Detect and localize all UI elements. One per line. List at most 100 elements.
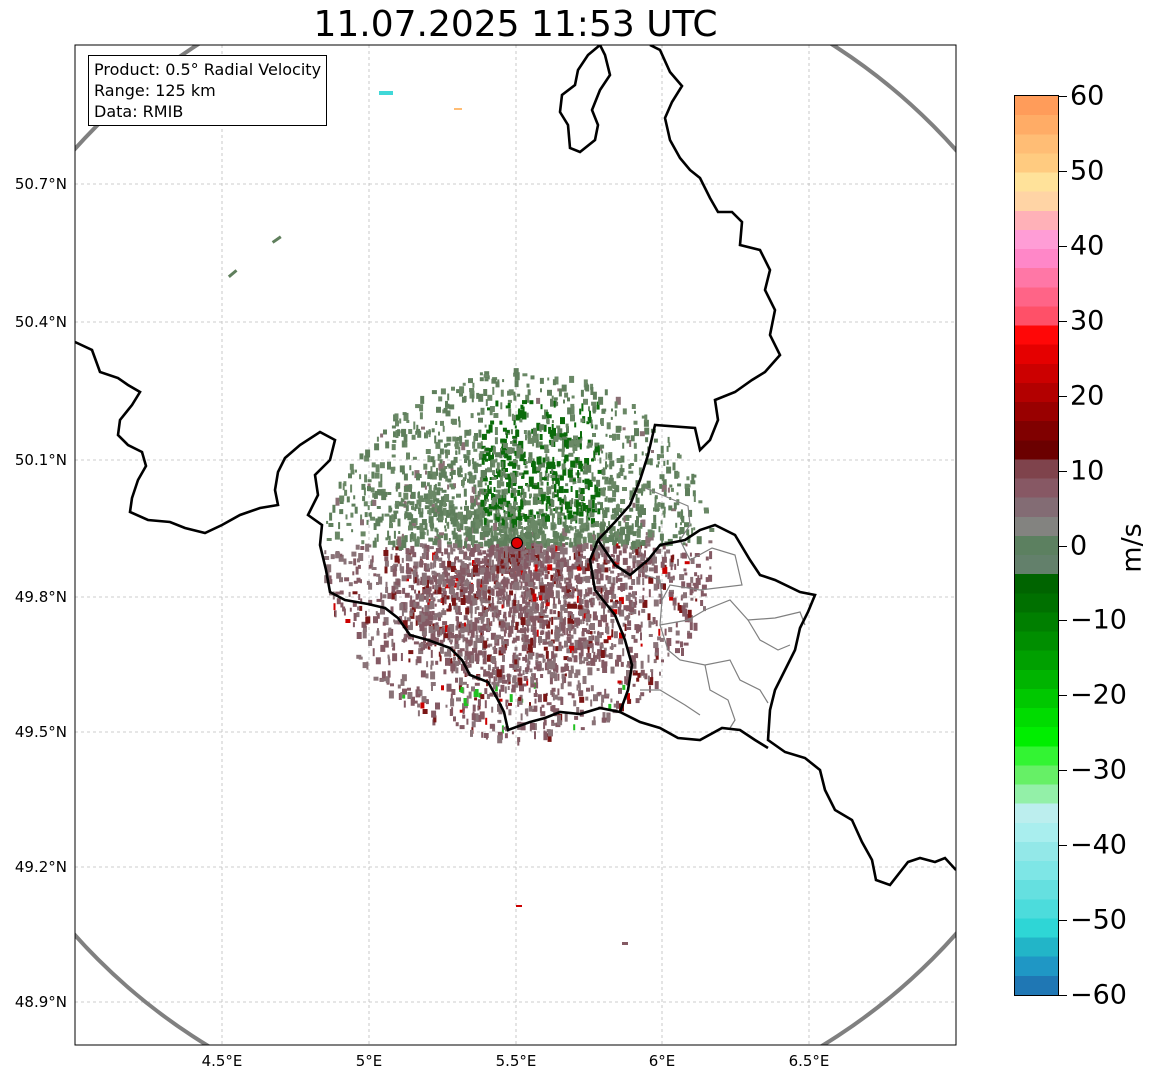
echo-pixel [543, 722, 546, 730]
echo-pixel [634, 410, 636, 414]
echo-pixel [427, 620, 433, 625]
echo-pixel [572, 478, 576, 482]
echo-pixel [500, 547, 504, 556]
echo-pixel [476, 591, 481, 598]
echo-pixel [501, 489, 505, 496]
echo-pixel [513, 368, 519, 375]
echo-pixel [457, 474, 463, 478]
echo-pixel [576, 457, 580, 464]
echo-pixel [571, 498, 574, 505]
echo-pixel [500, 665, 505, 674]
echo-pixel [528, 457, 532, 464]
echo-pixel [450, 635, 455, 639]
echo-pixel [442, 461, 445, 466]
echo-pixel [644, 414, 648, 422]
echo-pixel [520, 722, 526, 731]
echo-pixel [571, 518, 576, 522]
echo-pixel [501, 461, 504, 469]
echo-pixel [557, 448, 563, 452]
echo-pixel [450, 575, 455, 580]
echo-pixel [339, 509, 344, 515]
echo-pixel [471, 511, 476, 516]
echo-pixel [556, 569, 562, 577]
echo-pixel [556, 489, 559, 498]
echo-pixel [693, 588, 697, 592]
echo-pixel [423, 531, 426, 535]
echo-pixel [488, 560, 492, 568]
echo-pixel [664, 628, 667, 636]
echo-pixel [381, 513, 384, 521]
echo-pixel [470, 513, 473, 518]
echo-pixel [579, 696, 585, 703]
echo-pixel [549, 556, 553, 563]
echo-pixel [465, 537, 469, 542]
echo-pixel [497, 616, 500, 621]
echo-pixel [516, 471, 519, 477]
echo-pixel [536, 541, 541, 545]
echo-pixel [444, 443, 447, 448]
echo-pixel [531, 515, 534, 520]
echo-pixel [482, 580, 487, 584]
echo-pixel [557, 591, 560, 599]
echo-pixel [604, 480, 610, 485]
echo-pixel [608, 454, 612, 459]
echo-pixel [708, 574, 713, 582]
echo-pixel [408, 525, 413, 531]
echo-pixel [501, 571, 504, 576]
echo-pixel [483, 374, 489, 378]
echo-pixel [351, 529, 354, 533]
echo-pixel [624, 582, 628, 590]
echo-pixel [557, 611, 560, 617]
echo-pixel [709, 551, 713, 560]
echo-pixel [529, 644, 533, 653]
echo-pixel [447, 544, 453, 548]
echo-pixel [505, 550, 509, 558]
echo-pixel [481, 578, 484, 584]
echo-pixel [486, 429, 491, 434]
echo-pixel [575, 533, 580, 541]
echo-pixel [584, 506, 589, 513]
echo-pixel [609, 460, 615, 467]
echo-pixel [426, 563, 430, 570]
echo-pixel [483, 389, 488, 396]
echo-pixel [485, 447, 491, 451]
echo-pixel [681, 552, 687, 559]
echo-pixel [511, 513, 514, 518]
echo-pixel [555, 664, 559, 673]
echo-pixel [396, 584, 401, 588]
echo-pixel [644, 564, 648, 568]
echo-pixel [528, 452, 533, 460]
echo-pixel [483, 529, 489, 538]
echo-pixel [639, 546, 642, 555]
echo-pixel [494, 427, 498, 435]
echo-pixel [517, 489, 521, 496]
echo-pixel [491, 606, 497, 611]
echo-pixel [640, 553, 646, 562]
echo-pixel [532, 514, 536, 519]
echo-pixel [626, 565, 631, 574]
echo-pixel [643, 567, 648, 573]
echo-pixel [654, 496, 657, 505]
echo-pixel [522, 586, 527, 590]
echo-pixel [659, 483, 663, 489]
echo-pixel [482, 658, 487, 665]
echo-pixel [502, 427, 507, 432]
echo-pixel [557, 720, 563, 726]
echo-pixel [655, 508, 659, 512]
echo-pixel [473, 622, 476, 629]
echo-pixel [428, 507, 432, 516]
echo-pixel [602, 600, 606, 609]
echo-pixel [583, 379, 588, 388]
echo-pixel [608, 535, 614, 542]
echo-pixel [695, 563, 701, 568]
echo-pixel [464, 564, 470, 571]
echo-pixel [486, 553, 491, 558]
echo-pixel [610, 666, 615, 674]
echo-pixel [515, 517, 519, 521]
echo-pixel [450, 509, 455, 515]
echo-pixel [578, 494, 584, 500]
echo-pixel [494, 520, 498, 524]
echo-pixel [517, 448, 522, 452]
echo-pixel [573, 724, 576, 731]
echo-pixel [493, 648, 498, 654]
